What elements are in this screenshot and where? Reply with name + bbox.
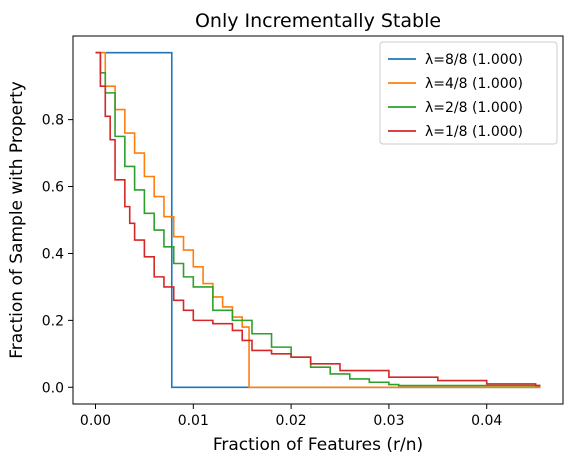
y-tick-label: 0.6	[42, 180, 64, 196]
x-tick-label: 0.04	[471, 413, 502, 429]
y-tick-label: 0.4	[42, 246, 64, 262]
x-tick-label: 0.00	[80, 413, 111, 429]
x-tick-label: 0.03	[373, 413, 404, 429]
series-layer	[95, 51, 541, 389]
x-tick-label: 0.02	[276, 413, 307, 429]
legend-label: λ=2/8 (1.000)	[425, 100, 523, 116]
x-axis-label: Fraction of Features (r/n)	[213, 435, 423, 455]
plot-area	[72, 35, 564, 405]
plot-frame	[72, 35, 564, 405]
y-tick-label: 0.8	[42, 113, 64, 129]
y-tick-label: 0.2	[42, 313, 64, 329]
legend-label: λ=4/8 (1.000)	[425, 76, 523, 92]
series-line-2	[95, 51, 541, 389]
legend-box	[379, 41, 558, 145]
series-line-4	[95, 51, 541, 387]
legend-label: λ=1/8 (1.000)	[425, 124, 523, 140]
x-axis: 0.00 0.01 0.02 0.03 0.04	[80, 404, 502, 429]
chart-title: Only Incrementally Stable	[195, 10, 441, 32]
series-line-3	[95, 51, 541, 387]
legend: λ=8/8 (1.000) λ=4/8 (1.000) λ=2/8 (1.000) λ…	[379, 41, 558, 145]
x-tick-label: 0.01	[178, 413, 209, 429]
y-tick-label: 0.0	[42, 380, 64, 396]
y-axis: 0.0 0.2 0.4 0.6 0.8	[42, 113, 73, 396]
legend-label: λ=8/8 (1.000)	[425, 52, 523, 68]
y-axis-label: Fraction of Sample with Property	[7, 81, 27, 359]
